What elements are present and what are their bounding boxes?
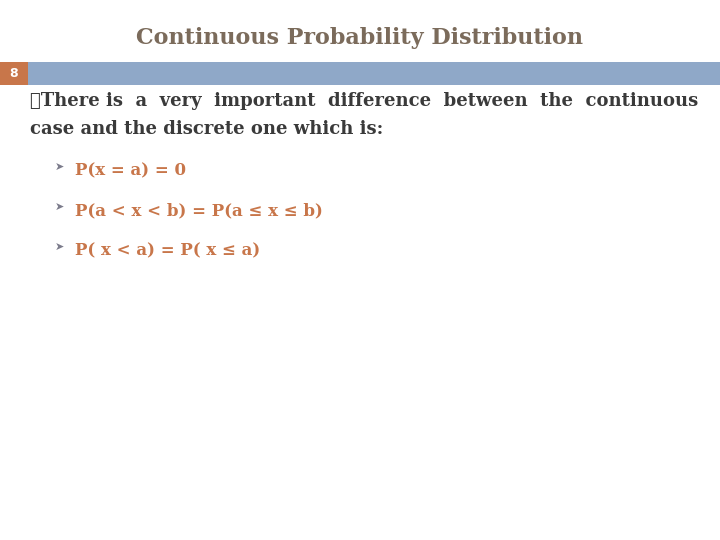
Bar [0, 62, 28, 85]
Text: ➤: ➤ [55, 202, 64, 212]
Text: 8: 8 [9, 67, 18, 80]
Text: ➤: ➤ [55, 242, 64, 252]
Text: P( x < a) = P( x ≤ a): P( x < a) = P( x ≤ a) [75, 242, 260, 259]
Text: case and the discrete one which is:: case and the discrete one which is: [30, 120, 383, 138]
Text: Continuous Probability Distribution: Continuous Probability Distribution [137, 27, 583, 49]
Text: P(a < x < b) = P(a ≤ x ≤ b): P(a < x < b) = P(a ≤ x ≤ b) [75, 202, 323, 219]
Text: P(x = a) = 0: P(x = a) = 0 [75, 162, 186, 179]
Text: ➤There is  a  very  important  difference  between  the  continuous: ➤There is a very important difference be… [30, 92, 698, 110]
Bar [0, 62, 720, 85]
Text: ➤: ➤ [55, 162, 64, 172]
